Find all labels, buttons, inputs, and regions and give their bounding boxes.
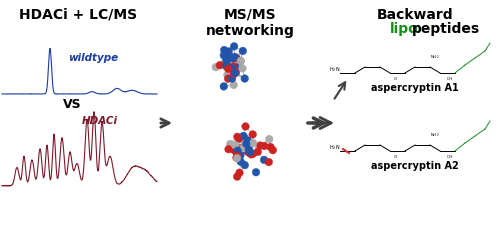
Circle shape	[236, 135, 243, 142]
Circle shape	[220, 51, 228, 59]
Circle shape	[232, 154, 240, 162]
Text: MS/MS
networking: MS/MS networking	[206, 8, 294, 38]
Circle shape	[249, 150, 256, 158]
Circle shape	[216, 62, 224, 69]
Circle shape	[228, 75, 236, 82]
Text: NH$_2$: NH$_2$	[430, 131, 440, 139]
Circle shape	[236, 151, 244, 159]
Circle shape	[237, 57, 244, 65]
Circle shape	[232, 63, 239, 71]
Circle shape	[237, 158, 244, 166]
Circle shape	[222, 57, 230, 65]
Text: OH: OH	[447, 155, 453, 159]
Circle shape	[248, 151, 255, 158]
Circle shape	[236, 169, 244, 177]
Text: H$_2$N: H$_2$N	[328, 144, 340, 153]
Text: wildtype: wildtype	[68, 53, 118, 63]
Circle shape	[224, 71, 231, 78]
Text: OH: OH	[447, 77, 453, 81]
Circle shape	[232, 148, 240, 155]
Circle shape	[240, 144, 248, 152]
Text: lipo: lipo	[390, 22, 419, 36]
Text: O: O	[394, 155, 396, 159]
Circle shape	[234, 133, 241, 141]
Circle shape	[230, 145, 237, 153]
Circle shape	[242, 123, 250, 130]
Circle shape	[225, 48, 232, 55]
Circle shape	[245, 149, 252, 156]
Circle shape	[224, 145, 232, 153]
Circle shape	[230, 70, 237, 78]
Text: NH$_2$: NH$_2$	[430, 53, 440, 61]
Circle shape	[224, 75, 232, 82]
Circle shape	[232, 141, 239, 149]
Circle shape	[242, 140, 250, 148]
Circle shape	[243, 146, 250, 154]
Circle shape	[232, 68, 240, 76]
Circle shape	[266, 135, 273, 143]
Circle shape	[212, 63, 220, 71]
Circle shape	[269, 146, 276, 154]
Circle shape	[224, 65, 232, 73]
Circle shape	[230, 146, 238, 154]
Circle shape	[226, 140, 234, 148]
Circle shape	[249, 131, 256, 138]
Circle shape	[232, 69, 239, 77]
Circle shape	[254, 148, 262, 155]
Circle shape	[265, 158, 272, 166]
Text: aspercryptin A2: aspercryptin A2	[371, 161, 459, 171]
Circle shape	[234, 154, 241, 162]
Circle shape	[222, 63, 230, 70]
Circle shape	[233, 54, 240, 62]
Circle shape	[234, 152, 241, 159]
Circle shape	[256, 142, 264, 149]
Text: Backward: Backward	[376, 8, 454, 22]
Circle shape	[239, 47, 246, 55]
Circle shape	[234, 173, 241, 180]
Circle shape	[241, 75, 248, 82]
Circle shape	[220, 46, 228, 54]
Circle shape	[224, 54, 232, 62]
Text: aspercryptin A1: aspercryptin A1	[371, 83, 459, 93]
FancyArrowPatch shape	[313, 117, 331, 129]
Circle shape	[260, 156, 268, 164]
Circle shape	[236, 145, 244, 152]
Circle shape	[240, 132, 248, 140]
Circle shape	[236, 57, 244, 65]
Circle shape	[229, 63, 237, 70]
Circle shape	[238, 65, 246, 72]
Circle shape	[228, 64, 235, 72]
Text: peptides: peptides	[412, 22, 480, 36]
Circle shape	[260, 142, 268, 150]
Circle shape	[231, 53, 238, 61]
Text: H$_2$N: H$_2$N	[328, 65, 340, 75]
Circle shape	[222, 61, 230, 69]
Circle shape	[224, 54, 232, 62]
Circle shape	[245, 146, 252, 154]
Circle shape	[220, 83, 228, 90]
Circle shape	[240, 144, 248, 152]
Text: HDACi: HDACi	[82, 116, 118, 126]
Circle shape	[229, 55, 237, 62]
Text: O: O	[394, 77, 396, 81]
Circle shape	[234, 147, 241, 154]
Circle shape	[252, 169, 260, 176]
Circle shape	[230, 81, 237, 89]
Circle shape	[246, 148, 254, 156]
Text: HDACi + LC/MS: HDACi + LC/MS	[19, 8, 137, 22]
Text: VS: VS	[62, 98, 82, 111]
Circle shape	[244, 146, 252, 153]
Circle shape	[230, 43, 238, 50]
Circle shape	[250, 139, 257, 147]
Circle shape	[241, 161, 248, 169]
Circle shape	[244, 137, 252, 144]
Circle shape	[266, 143, 274, 151]
